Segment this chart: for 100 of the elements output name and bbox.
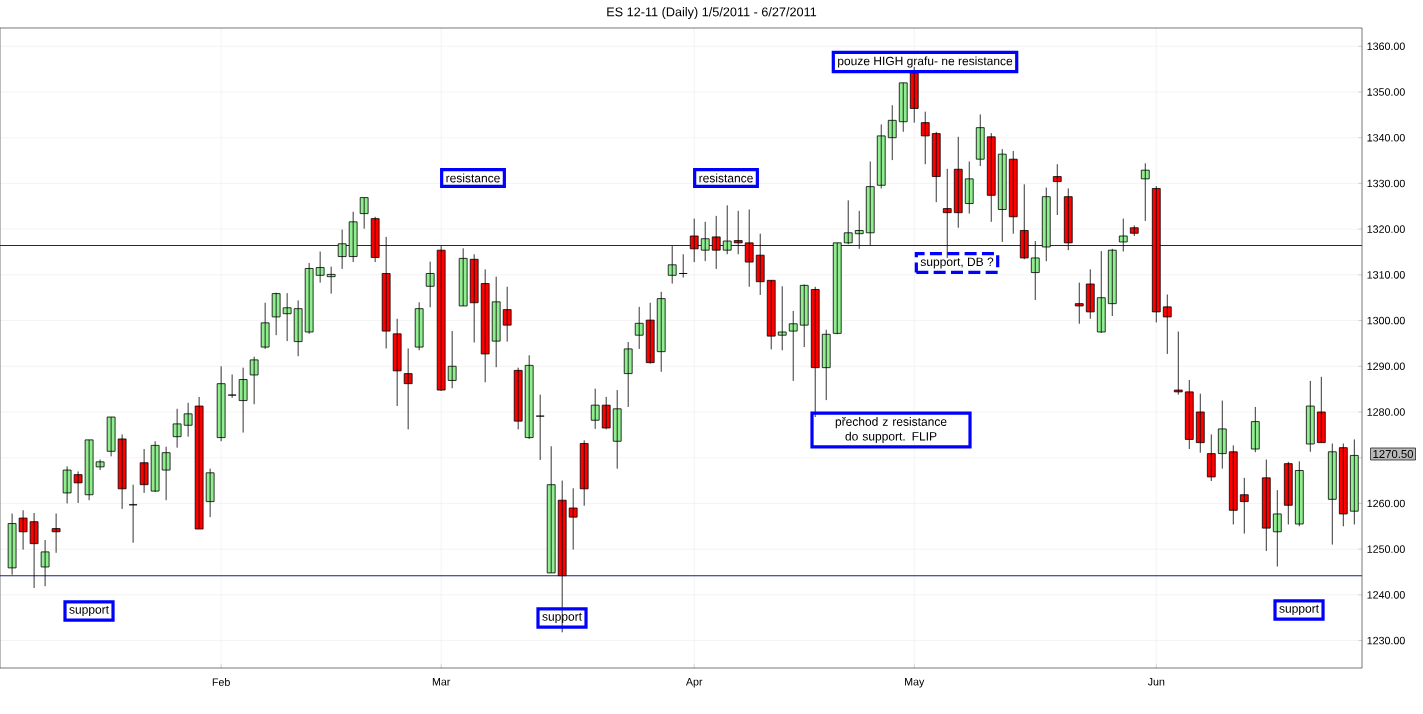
candlestick xyxy=(667,245,677,284)
candlestick xyxy=(1041,187,1051,262)
candlestick xyxy=(1129,225,1139,237)
candlestick xyxy=(381,236,391,349)
candlestick xyxy=(1316,376,1326,444)
candlestick xyxy=(546,445,556,574)
candlestick xyxy=(656,291,666,373)
candlestick xyxy=(1217,400,1227,470)
candlestick xyxy=(832,242,842,335)
candlestick xyxy=(645,302,655,364)
candlestick xyxy=(744,209,754,288)
candlestick xyxy=(1019,183,1029,260)
y-tick-label: 1310.00 xyxy=(1367,271,1405,279)
candlestick xyxy=(524,354,534,440)
candlestick xyxy=(73,471,83,504)
candlestick xyxy=(733,210,743,255)
candlestick xyxy=(436,245,446,392)
candlestick xyxy=(1184,379,1194,450)
annotation: support xyxy=(69,605,109,617)
annotation: přechod z resistance do support. FLIP xyxy=(835,417,947,443)
candlestick xyxy=(975,114,985,167)
candlestick xyxy=(1030,240,1040,301)
y-tick-label: 1300.00 xyxy=(1367,316,1405,325)
y-tick-label: 1230.00 xyxy=(1367,636,1405,645)
x-tick-label: Feb xyxy=(212,678,230,686)
candlestick xyxy=(799,284,809,348)
candlestick xyxy=(403,348,413,430)
candlestick xyxy=(854,210,864,250)
candlestick xyxy=(1140,162,1150,222)
candlestick xyxy=(942,168,952,259)
annotation: resistance xyxy=(446,173,500,183)
candlestick xyxy=(1118,218,1128,252)
candlestick xyxy=(887,104,897,161)
candlestick xyxy=(788,310,798,382)
candlestick xyxy=(931,131,941,203)
candlestick xyxy=(876,124,886,189)
candlestick xyxy=(953,136,963,229)
chart-title: ES 12-11 (Daily) 1/5/2011 - 6/27/2011 xyxy=(607,7,817,19)
candlestick xyxy=(623,341,633,408)
candlestick xyxy=(920,111,930,165)
candlestick xyxy=(1305,380,1315,453)
y-tick-label: 1320.00 xyxy=(1367,225,1405,233)
candlestick xyxy=(579,439,589,507)
candlestick xyxy=(469,253,479,343)
x-tick-label: May xyxy=(905,678,925,688)
annotation: support xyxy=(542,612,582,624)
y-tick-label: 1340.00 xyxy=(1367,133,1405,142)
candlestick xyxy=(1162,294,1172,355)
candlestick xyxy=(821,329,831,401)
candlestick xyxy=(777,285,787,351)
candlestick xyxy=(986,132,996,223)
candlestick xyxy=(601,396,611,430)
candlestick xyxy=(392,318,402,407)
candlestick xyxy=(1228,444,1238,525)
annotation: resistance xyxy=(699,173,753,183)
candlestick xyxy=(535,394,545,461)
candlestick xyxy=(326,266,336,294)
candlestick xyxy=(513,367,523,430)
candlestick xyxy=(700,221,710,262)
candlestick xyxy=(1085,268,1095,320)
candlestick xyxy=(755,233,765,296)
y-tick-label: 1290.00 xyxy=(1367,362,1405,371)
candlestick xyxy=(722,204,732,255)
candlestick xyxy=(1052,163,1062,216)
candlestick xyxy=(348,211,358,263)
y-tick-label: 1350.00 xyxy=(1367,88,1405,96)
candlestick xyxy=(1151,185,1161,323)
x-tick-label: Mar xyxy=(432,678,451,686)
candlestick xyxy=(1250,406,1260,453)
candlestick xyxy=(590,388,600,430)
y-tick-label: 1240.00 xyxy=(1367,591,1405,599)
x-tick-label: Apr xyxy=(685,678,703,688)
candlestick xyxy=(964,161,974,214)
candlestick xyxy=(810,286,820,418)
candlestick xyxy=(1283,461,1293,525)
candlestick xyxy=(447,330,457,389)
candlestick xyxy=(95,459,105,471)
y-tick-label: 1260.00 xyxy=(1367,499,1405,508)
candlestick xyxy=(1206,434,1216,482)
y-tick-label: 1360.00 xyxy=(1367,42,1405,51)
candlestick xyxy=(491,276,501,368)
candlestick xyxy=(1239,477,1249,534)
candlestick xyxy=(62,466,72,504)
candlestick xyxy=(458,247,468,307)
candlestick xyxy=(304,262,314,335)
x-tick-label: Jun xyxy=(1147,678,1165,686)
candlestick xyxy=(612,389,622,470)
annotation: support, DB ? xyxy=(920,257,994,269)
candlestick xyxy=(315,251,325,284)
candlestick xyxy=(1096,250,1106,334)
candlestick xyxy=(359,197,369,230)
candlestick xyxy=(766,279,776,350)
candlestick xyxy=(865,161,875,246)
candlestick xyxy=(337,229,347,270)
candlestick xyxy=(843,199,853,245)
candlestick xyxy=(909,66,919,124)
candlestick xyxy=(1063,188,1073,251)
candlestick xyxy=(227,374,237,399)
candlestick xyxy=(425,261,435,308)
candlestick xyxy=(1195,393,1205,454)
